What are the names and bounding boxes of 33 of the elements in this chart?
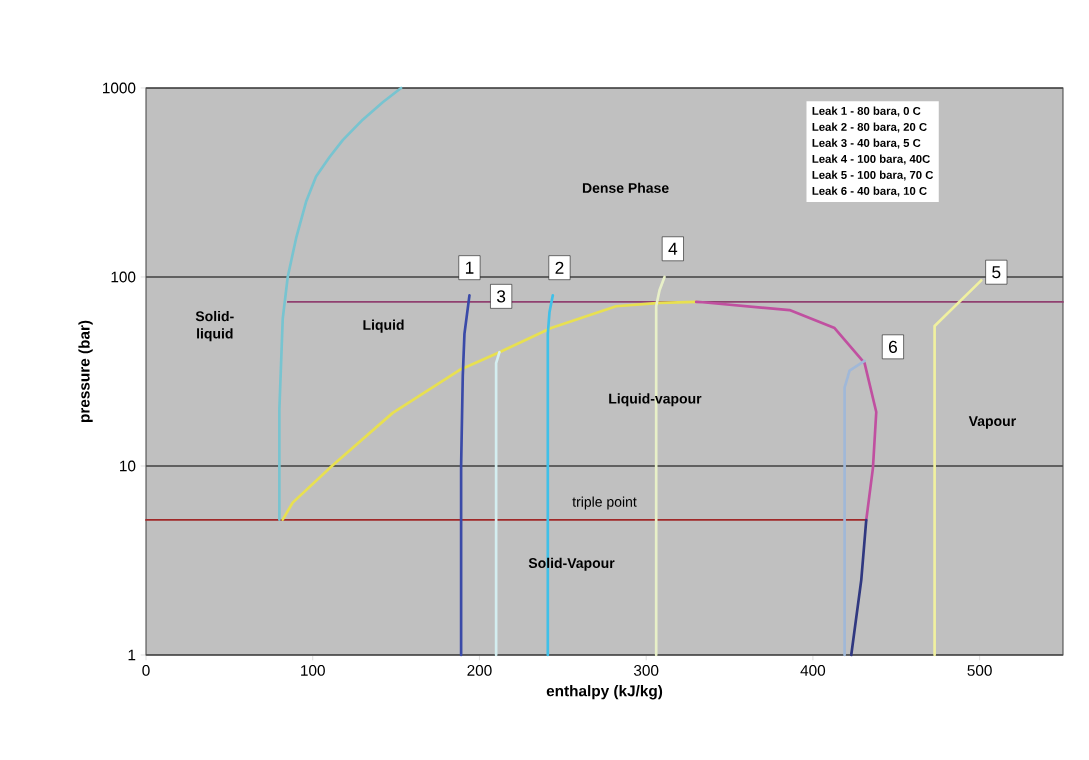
annotation: Leak 6 - 40 bara, 10 C — [812, 186, 927, 197]
annotation: 1 — [465, 261, 474, 274]
annotation: 6 — [888, 340, 897, 353]
annotation: Leak 5 - 100 bara, 70 C — [812, 170, 934, 181]
x-axis-title: enthalpy (kJ/kg) — [546, 685, 663, 700]
y-tick-label: 100 — [111, 271, 136, 283]
annotation: Leak 3 - 40 bara, 5 C — [812, 138, 921, 149]
y-axis-title: pressure (bar) — [78, 320, 93, 423]
annotation: 4 — [668, 242, 678, 255]
annotation: 3 — [496, 290, 506, 303]
line-series — [459, 293, 471, 657]
annotation: Dense Phase — [582, 182, 669, 193]
annotation: Vapour — [968, 416, 1016, 429]
x-tick-label: 100 — [301, 665, 325, 676]
annotation: Leak 2 - 80 bara, 20 C — [812, 122, 927, 133]
annotation: Liquid — [363, 319, 404, 333]
annotation: Solid-liquid — [195, 310, 234, 342]
annotation: 5 — [992, 266, 1001, 279]
line-series — [278, 86, 403, 521]
x-tick-label: 200 — [467, 665, 492, 676]
y-tick-label: 1 — [128, 649, 136, 661]
x-tick-label: 500 — [967, 665, 992, 676]
x-tick-label: 400 — [800, 665, 826, 676]
annotation: Leak 4 - 100 bara, 40C — [812, 154, 930, 165]
annotation: triple point — [572, 496, 637, 510]
x-tick-label: 0 — [142, 665, 150, 676]
annotation: 2 — [555, 261, 564, 274]
x-tick-label: 300 — [633, 665, 659, 676]
y-tick-label: 10 — [120, 460, 136, 472]
y-tick-label: 1000 — [103, 82, 136, 94]
annotation: Leak 1 - 80 bara, 0 C — [812, 106, 921, 117]
annotation: Liquid-vapour — [609, 393, 702, 407]
line-series — [843, 359, 866, 657]
